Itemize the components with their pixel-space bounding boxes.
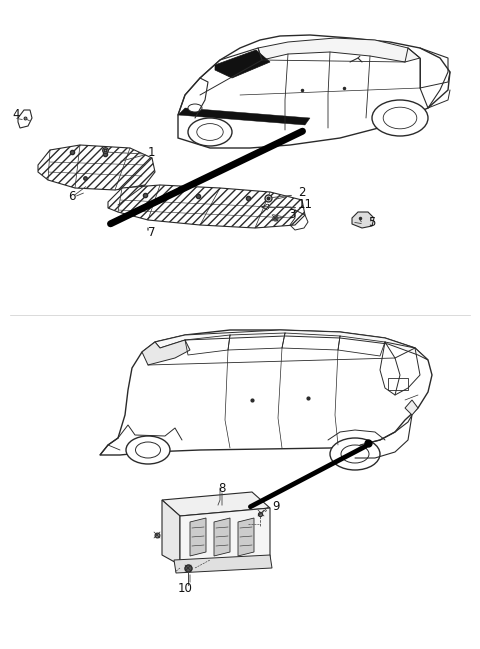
Text: 10: 10	[178, 582, 193, 594]
Text: 5: 5	[368, 215, 375, 228]
Ellipse shape	[135, 442, 160, 458]
Polygon shape	[238, 518, 254, 556]
Polygon shape	[178, 108, 310, 125]
Polygon shape	[100, 330, 432, 455]
Polygon shape	[180, 508, 270, 565]
Ellipse shape	[197, 123, 223, 140]
Polygon shape	[18, 110, 32, 128]
Polygon shape	[178, 35, 450, 148]
Text: 1: 1	[148, 145, 156, 158]
Text: 2: 2	[298, 186, 305, 199]
Polygon shape	[162, 500, 180, 565]
Polygon shape	[174, 555, 272, 573]
Text: 11: 11	[298, 199, 313, 212]
Ellipse shape	[372, 100, 428, 136]
Text: 3: 3	[288, 208, 295, 221]
Text: 6: 6	[68, 190, 75, 202]
Text: 7: 7	[148, 225, 156, 238]
Text: 8: 8	[218, 482, 226, 495]
Polygon shape	[215, 50, 270, 78]
Ellipse shape	[383, 107, 417, 129]
Text: 4: 4	[12, 108, 20, 121]
Polygon shape	[214, 518, 230, 556]
Polygon shape	[162, 492, 270, 516]
Polygon shape	[108, 185, 305, 228]
Polygon shape	[388, 378, 408, 390]
Polygon shape	[352, 212, 374, 228]
Polygon shape	[155, 330, 428, 360]
Polygon shape	[190, 518, 206, 556]
Polygon shape	[38, 145, 155, 190]
Text: 9: 9	[272, 500, 279, 513]
Ellipse shape	[330, 438, 380, 470]
Polygon shape	[142, 340, 190, 365]
Polygon shape	[258, 38, 420, 62]
Ellipse shape	[188, 118, 232, 146]
Ellipse shape	[126, 436, 170, 464]
Ellipse shape	[341, 445, 369, 463]
Ellipse shape	[188, 104, 202, 112]
Polygon shape	[405, 400, 418, 415]
